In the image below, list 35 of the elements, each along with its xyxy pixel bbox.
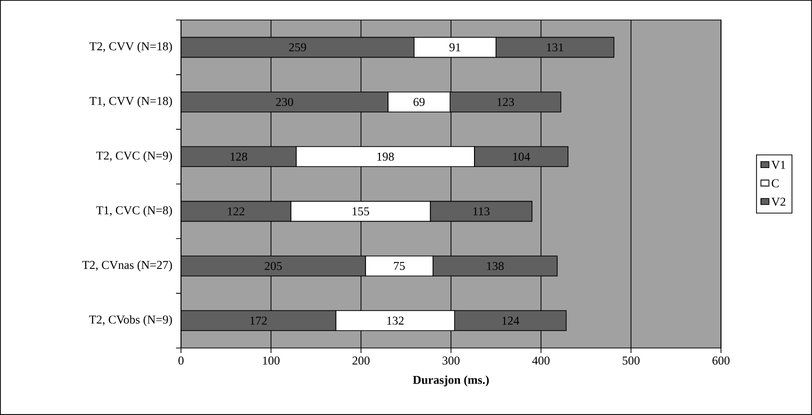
legend-label: V2 [771, 198, 786, 206]
x-tick-label: 200 [352, 356, 370, 365]
data-label: 131 [547, 43, 564, 52]
data-label: 172 [250, 316, 267, 325]
x-tick-label: 100 [263, 356, 280, 365]
x-tick-label: 400 [532, 356, 550, 365]
data-label: 104 [513, 152, 530, 161]
x-tick-label: 300 [442, 356, 460, 365]
x-tick-label: 0 [178, 356, 184, 365]
data-label: 155 [352, 207, 370, 216]
data-label: 128 [230, 152, 248, 161]
legend-label: C [772, 179, 779, 188]
y-tick-label: T2, CVC (N=9) [96, 151, 172, 162]
data-label: 122 [228, 207, 244, 216]
data-label: 205 [264, 262, 282, 270]
data-label: 91 [449, 43, 460, 52]
y-tick-label: T2, CVnas (N=27) [82, 260, 172, 272]
y-tick-label: T2, CVV (N=18) [90, 42, 172, 53]
data-label: 230 [276, 98, 294, 106]
x-tick-label: 500 [622, 356, 640, 365]
data-label: 259 [289, 43, 306, 52]
data-label: 69 [414, 98, 425, 106]
data-label: 132 [387, 316, 404, 325]
data-label: 138 [487, 262, 504, 270]
data-label: 113 [473, 207, 490, 216]
y-tick-label: T1, CVC (N=8) [96, 206, 172, 217]
data-label: 75 [394, 262, 405, 270]
data-label: 123 [498, 98, 514, 106]
data-label: 198 [377, 152, 394, 161]
y-tick-label: T1, CVV (N=18) [90, 96, 172, 108]
x-axis-title: Durasjon (ms.) [412, 375, 489, 386]
legend-label: V1 [771, 160, 786, 169]
x-tick-label: 600 [712, 356, 730, 365]
y-tick-label: T2, CVobs (N=9) [89, 315, 172, 326]
data-label: 124 [502, 316, 520, 325]
